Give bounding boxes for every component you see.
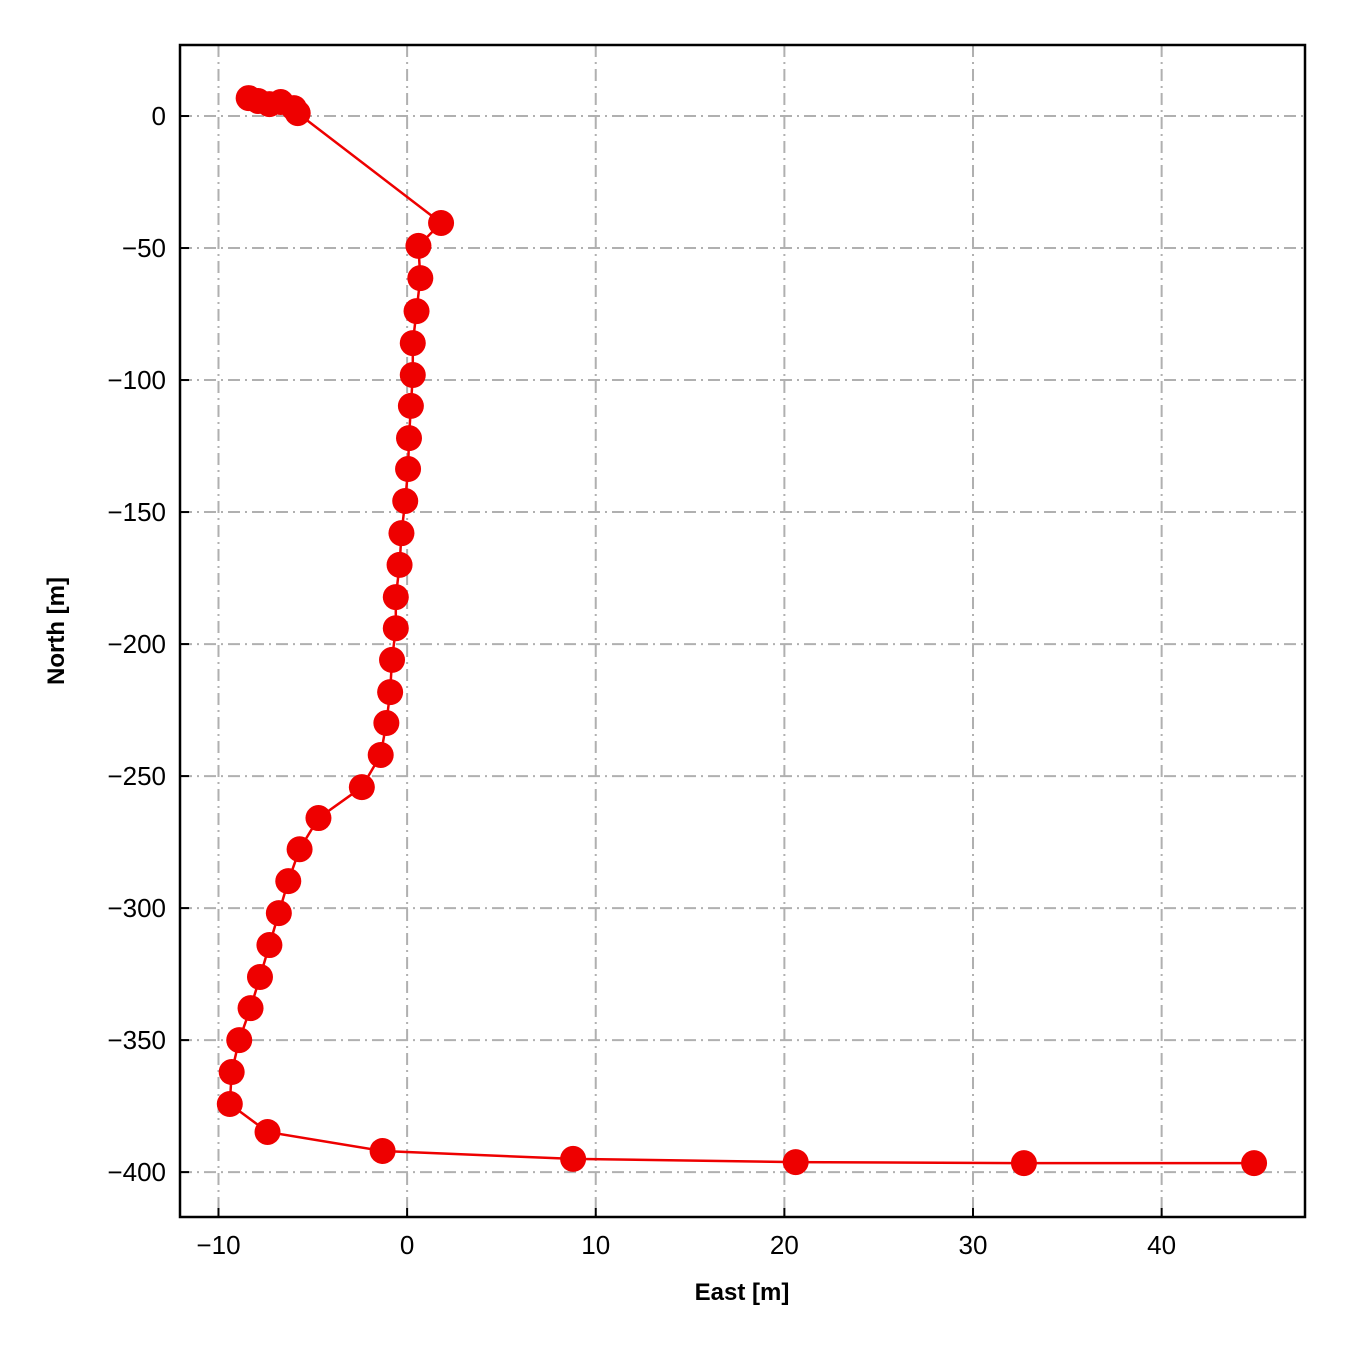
y-tick-label: −400	[107, 1157, 166, 1187]
marker	[226, 1027, 253, 1054]
marker	[254, 1118, 281, 1145]
y-tick-label: −250	[107, 761, 166, 791]
x-tick-label: 40	[1147, 1230, 1176, 1260]
marker	[382, 615, 409, 642]
marker	[284, 100, 311, 127]
y-tick-label: −100	[107, 365, 166, 395]
y-tick-label: −150	[107, 497, 166, 527]
y-tick-label: −350	[107, 1025, 166, 1055]
marker	[397, 392, 424, 419]
x-tick-label: 20	[770, 1230, 799, 1260]
marker	[560, 1145, 587, 1172]
marker	[407, 265, 434, 292]
marker	[237, 995, 264, 1022]
x-tick-label: 30	[959, 1230, 988, 1260]
marker	[246, 964, 273, 991]
marker	[1241, 1150, 1268, 1177]
marker	[1010, 1150, 1037, 1177]
y-tick-label: −200	[107, 629, 166, 659]
marker	[305, 805, 332, 832]
marker	[216, 1090, 243, 1117]
marker	[377, 679, 404, 706]
plot-frame	[178, 43, 1307, 1219]
marker	[403, 298, 430, 325]
y-tick-label: −300	[107, 893, 166, 923]
y-tick-label: −50	[122, 233, 166, 263]
x-tick-label: −10	[196, 1230, 240, 1260]
x-axis-label: East [m]	[695, 1279, 790, 1306]
marker	[399, 330, 426, 357]
marker	[373, 710, 400, 737]
marker	[382, 584, 409, 611]
marker	[386, 551, 413, 578]
marker	[265, 900, 292, 927]
marker	[286, 836, 313, 863]
y-tick-label: 0	[152, 101, 166, 131]
marker	[367, 741, 394, 768]
marker	[395, 425, 422, 452]
x-tick-label: 10	[581, 1230, 610, 1260]
marker	[379, 646, 406, 673]
marker	[275, 868, 302, 895]
marker	[218, 1059, 245, 1086]
marker	[392, 487, 419, 514]
marker	[395, 456, 422, 483]
marker	[256, 932, 283, 959]
marker	[405, 232, 432, 259]
marker	[388, 520, 415, 547]
y-axis-label: North [m]	[43, 577, 70, 685]
marker	[348, 774, 375, 801]
marker	[399, 362, 426, 389]
x-tick-label: 0	[400, 1230, 414, 1260]
marker	[369, 1137, 396, 1164]
marker	[782, 1149, 809, 1176]
marker	[428, 209, 455, 236]
